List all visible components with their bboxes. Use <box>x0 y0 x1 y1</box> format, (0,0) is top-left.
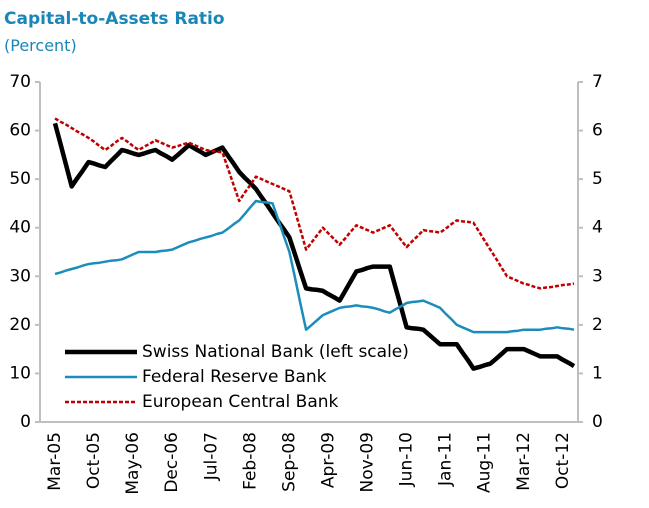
x-tick-label: Mar-05 <box>45 432 65 491</box>
series-line <box>52 122 576 371</box>
series-line <box>54 117 575 290</box>
y2-tick-label: 5 <box>592 169 603 189</box>
chart-subtitle: (Percent) <box>4 36 77 55</box>
y2-tick-label: 4 <box>592 218 603 238</box>
y2-tick-label: 1 <box>592 363 603 383</box>
legend-label: Swiss National Bank (left scale) <box>142 342 409 362</box>
y2-tick-label: 0 <box>592 412 603 432</box>
y-tick-label: 30 <box>9 266 31 286</box>
y-tick-label: 50 <box>9 169 31 189</box>
y-tick-label: 70 <box>9 72 31 92</box>
x-tick-label: Oct-12 <box>553 432 573 489</box>
x-tick-label: Apr-09 <box>318 432 338 488</box>
x-tick-label: Jun-10 <box>397 432 417 487</box>
y-tick-label: 20 <box>9 315 31 335</box>
x-tick-label: May-06 <box>123 432 143 495</box>
y2-tick-label: 2 <box>592 315 603 335</box>
legend-label: Federal Reserve Bank <box>142 367 327 387</box>
y-tick-label: 40 <box>9 218 31 238</box>
x-tick-label: Oct-05 <box>84 432 104 489</box>
x-tick-label: Jul-07 <box>201 432 221 481</box>
y2-tick-label: 3 <box>592 266 603 286</box>
x-tick-label: Jan-11 <box>436 432 456 487</box>
x-tick-label: Aug-11 <box>475 432 495 493</box>
y2-tick-label: 7 <box>592 72 603 92</box>
y2-tick-label: 6 <box>592 121 603 141</box>
x-tick-label: Nov-09 <box>358 432 378 493</box>
x-tick-label: Feb-08 <box>240 432 260 490</box>
x-tick-label: Sep-08 <box>279 432 299 492</box>
x-tick-label: Mar-12 <box>514 432 534 491</box>
chart-title: Capital-to-Assets Ratio <box>4 9 225 29</box>
y-tick-label: 10 <box>9 363 31 383</box>
y-tick-label: 0 <box>20 412 31 432</box>
legend-label: European Central Bank <box>142 392 339 412</box>
series-line <box>54 199 575 334</box>
y-tick-label: 60 <box>9 121 31 141</box>
x-tick-label: Dec-06 <box>162 432 182 493</box>
